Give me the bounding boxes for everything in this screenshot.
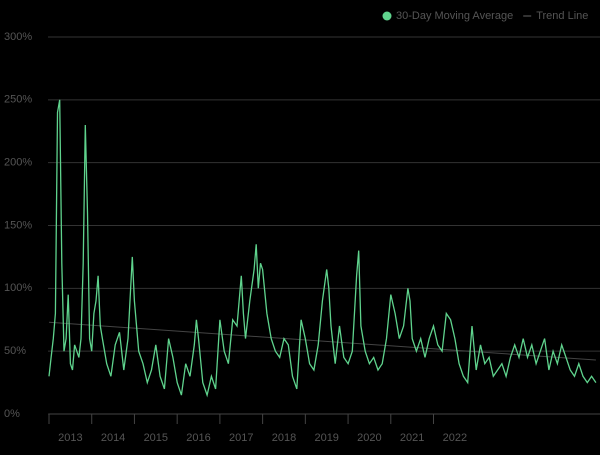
- x-tick-label: 2013: [58, 432, 82, 444]
- y-tick-label: 250%: [4, 94, 32, 106]
- x-tick-label: 2020: [357, 432, 381, 444]
- y-tick-label: 50%: [4, 345, 26, 357]
- x-tick-label: 2018: [272, 432, 296, 444]
- y-tick-label: 150%: [4, 219, 32, 231]
- x-tick-label: 2014: [101, 432, 125, 444]
- y-tick-label: 200%: [4, 157, 32, 169]
- legend-label: 30-Day Moving Average: [396, 10, 513, 22]
- x-tick-label: 2016: [186, 432, 210, 444]
- x-tick-label: 2017: [229, 432, 253, 444]
- data-line: [48, 99, 597, 398]
- y-tick-label: 300%: [4, 31, 32, 43]
- legend-marker: [382, 11, 392, 21]
- trend-line: [48, 321, 596, 361]
- legend-label: Trend Line: [536, 10, 588, 22]
- x-tick-label: 2015: [144, 432, 168, 444]
- x-tick-label: 2021: [400, 432, 424, 444]
- x-tick-label: 2022: [443, 432, 467, 444]
- y-tick-label: 0%: [4, 408, 20, 420]
- y-tick-label: 100%: [4, 282, 32, 294]
- x-tick-label: 2019: [314, 432, 338, 444]
